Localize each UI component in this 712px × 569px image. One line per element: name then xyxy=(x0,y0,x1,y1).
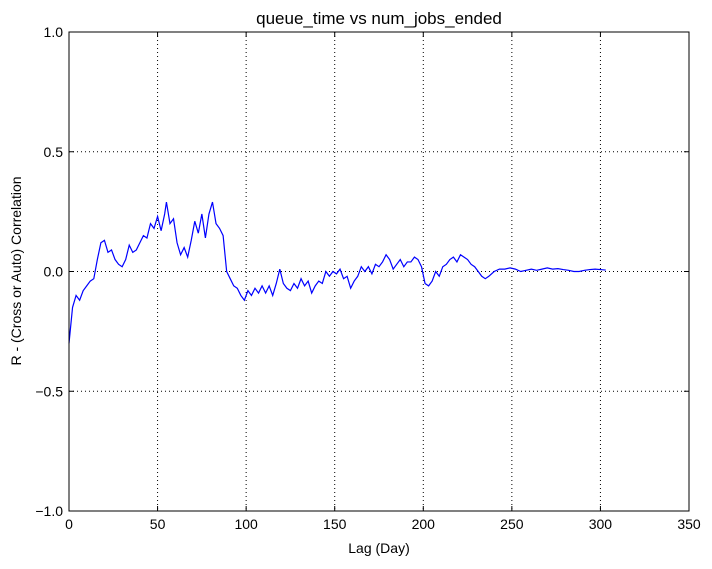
y-tick-label: −1.0 xyxy=(35,503,63,519)
chart-title: queue_time vs num_jobs_ended xyxy=(256,9,502,28)
x-tick-label: 350 xyxy=(677,516,701,532)
plot-frame xyxy=(68,31,690,512)
x-tick-label: 0 xyxy=(65,516,73,532)
x-tick-label: 200 xyxy=(412,516,436,532)
data-line xyxy=(68,201,606,344)
y-tick-label: 0.5 xyxy=(44,144,64,160)
y-tick-label: 1.0 xyxy=(44,24,64,40)
y-tick-label: 0.0 xyxy=(44,264,64,280)
x-tick-label: 100 xyxy=(234,516,258,532)
x-tick-label: 50 xyxy=(150,516,166,532)
x-tick-label: 300 xyxy=(589,516,613,532)
x-tick-label: 250 xyxy=(500,516,524,532)
y-axis-label: R - (Cross or Auto) Correlation xyxy=(8,176,24,365)
y-tick-label: −0.5 xyxy=(35,383,63,399)
x-tick-label: 150 xyxy=(323,516,347,532)
x-axis-label: Lag (Day) xyxy=(348,540,409,556)
